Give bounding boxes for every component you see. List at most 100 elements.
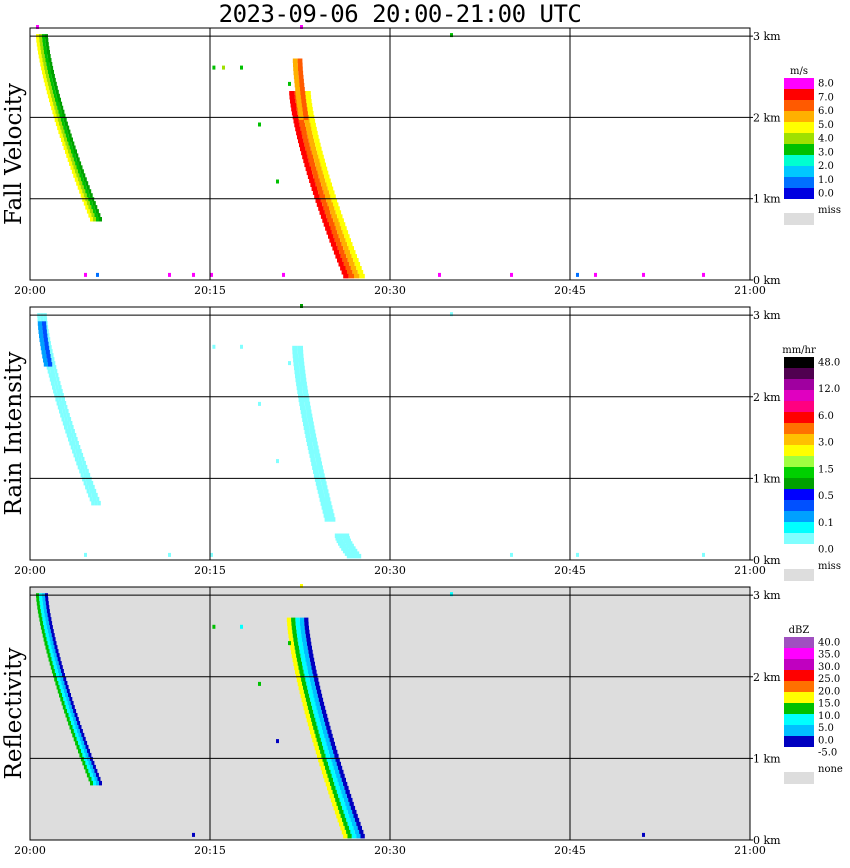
data-cell: [85, 768, 89, 774]
y-tick-label: 2 km: [753, 671, 781, 684]
data-cell: [72, 717, 76, 722]
data-cell: [54, 645, 58, 650]
data-cell: [63, 689, 67, 694]
data-cell: [315, 198, 321, 203]
data-cell: [330, 769, 335, 775]
colorbar-swatch: [784, 736, 814, 747]
data-cell: [61, 405, 65, 410]
data-cell: [57, 689, 61, 694]
y-axis-label: Fall Velocity: [1, 83, 27, 225]
data-cell: [85, 181, 89, 186]
data-cell: [79, 452, 84, 458]
data-cell: [346, 254, 352, 259]
data-cell: [80, 169, 84, 174]
colorbar-swatch: [784, 544, 814, 555]
data-cell: [319, 497, 325, 502]
data-cell: [91, 760, 95, 766]
data-cell: [319, 717, 324, 723]
data-cell: [323, 745, 328, 751]
data-cell: [59, 389, 63, 394]
data-cell: [340, 773, 345, 779]
data-cell: [62, 141, 66, 146]
x-tick-label: 21:00: [734, 564, 766, 577]
data-cell: [86, 201, 90, 206]
data-cell: [43, 637, 47, 642]
data-cell: [51, 669, 55, 674]
data-cell: [59, 401, 63, 406]
data-cell: [45, 633, 49, 638]
data-cell: [57, 657, 61, 662]
data-cell: [66, 145, 70, 150]
data-cell: [300, 693, 305, 699]
data-cell: [337, 230, 343, 235]
data-cell: [85, 205, 89, 210]
colorbar-missing-label: miss: [818, 561, 841, 572]
data-cell: [318, 697, 324, 703]
data-cell: [304, 709, 309, 715]
data-cell: [79, 729, 83, 734]
data-cell: [328, 234, 334, 239]
data-cell: [72, 161, 76, 166]
y-tick-label: 1 km: [753, 472, 781, 485]
data-speck: [288, 361, 291, 366]
y-tick-label: 1 km: [753, 193, 781, 206]
colorbar-label: 3.0: [818, 438, 834, 449]
data-cell: [74, 713, 78, 718]
data-cell: [42, 58, 46, 63]
data-cell: [303, 393, 309, 399]
data-cell: [340, 801, 346, 807]
data-cell: [47, 613, 51, 618]
x-tick-label: 20:00: [14, 284, 46, 297]
data-cell: [317, 170, 323, 176]
data-speck: [576, 552, 579, 557]
plot-frame: [29, 586, 751, 841]
data-cell: [91, 776, 95, 782]
data-cell: [78, 748, 81, 754]
data-cell: [50, 641, 54, 646]
data-cell: [43, 62, 47, 67]
data-cell: [333, 765, 338, 771]
data-cell: [60, 117, 64, 123]
data-cell: [317, 709, 322, 715]
data-cell: [318, 206, 324, 211]
data-cell: [79, 173, 83, 178]
data-speck: [36, 25, 39, 29]
data-cell: [300, 653, 305, 659]
data-cell: [37, 605, 41, 610]
data-cell: [287, 621, 292, 627]
data-cell: [346, 817, 351, 823]
data-cell: [82, 181, 86, 186]
data-cell: [54, 393, 58, 398]
data-cell: [46, 605, 50, 610]
data-cell: [326, 501, 332, 506]
data-cell: [312, 689, 317, 695]
data-speck: [84, 552, 87, 557]
colorbar-label: 0.0: [818, 189, 834, 200]
colorbar-unit: m/s: [790, 66, 808, 77]
data-cell: [306, 681, 311, 687]
data-cell: [74, 177, 78, 182]
data-cell: [304, 649, 309, 655]
data-cell: [348, 273, 354, 279]
data-cell: [329, 765, 334, 771]
data-cell: [57, 669, 61, 674]
data-cell: [309, 118, 316, 124]
data-cell: [73, 157, 77, 162]
data-cell: [304, 673, 309, 679]
x-tick-label: 20:45: [554, 564, 586, 577]
data-cell: [86, 772, 90, 778]
data-cell: [318, 493, 325, 498]
data-cell: [62, 693, 65, 698]
data-cell: [45, 349, 50, 355]
data-cell: [337, 777, 342, 783]
data-cell: [75, 725, 79, 730]
data-cell: [53, 365, 57, 370]
data-cell: [322, 485, 328, 490]
data-cell: [70, 709, 74, 714]
data-cell: [296, 629, 301, 635]
data-cell: [47, 358, 52, 363]
data-cell: [303, 669, 308, 675]
data-cell: [341, 546, 349, 551]
data-cell: [299, 689, 304, 695]
data-cell: [45, 645, 49, 650]
